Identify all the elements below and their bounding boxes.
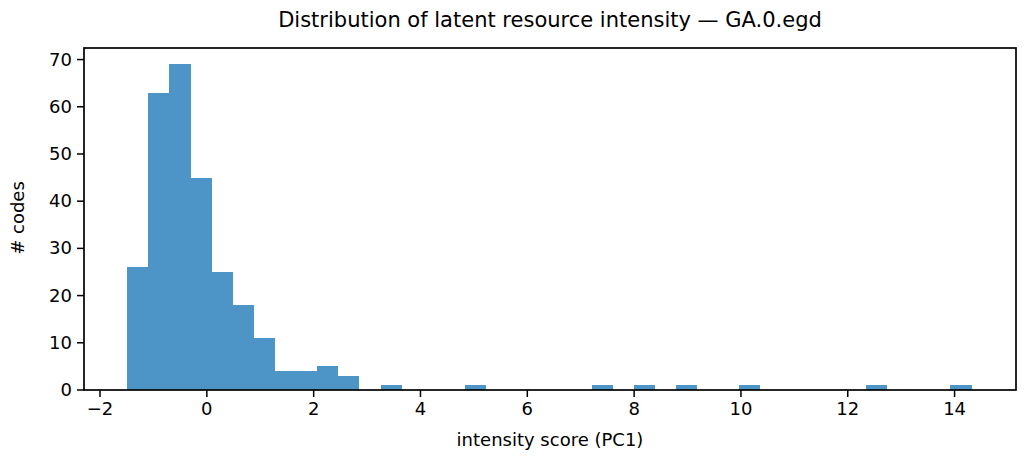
chart-title: Distribution of latent resource intensit…	[84, 8, 1016, 32]
histogram-bar	[127, 267, 148, 390]
y-tick-label: 0	[61, 379, 72, 400]
histogram-bar	[233, 305, 254, 390]
y-tick-label: 50	[49, 143, 72, 164]
y-axis-label: # codes	[7, 181, 28, 255]
x-tick-label: −2	[87, 398, 114, 419]
y-tick-label: 10	[49, 332, 72, 353]
histogram-chart: −2 0 2 4 6 8 10 12 14 0 10 20 30 40 50 60 70	[0, 0, 1029, 470]
histogram-bar	[212, 272, 233, 390]
histogram-bar	[148, 93, 169, 390]
x-tick-label: 8	[628, 398, 639, 419]
x-tick-label: 6	[522, 398, 533, 419]
x-tick-label: 4	[415, 398, 426, 419]
x-tick-label: 0	[201, 398, 212, 419]
x-tick-label: 14	[943, 398, 966, 419]
histogram-bar	[338, 376, 359, 390]
y-tick-label: 20	[49, 285, 72, 306]
histogram-bar	[191, 178, 212, 390]
y-tick-label: 70	[49, 49, 72, 70]
histogram-bar	[169, 64, 190, 390]
histogram-bar	[317, 366, 338, 390]
histogram-bar	[254, 338, 275, 390]
x-tick-label: 10	[729, 398, 752, 419]
histogram-bar	[275, 371, 296, 390]
y-tick-label: 60	[49, 96, 72, 117]
x-tick-label: 12	[836, 398, 859, 419]
histogram-bar	[296, 371, 317, 390]
x-tick-label: 2	[308, 398, 319, 419]
y-tick-label: 40	[49, 190, 72, 211]
y-tick-label: 30	[49, 237, 72, 258]
figure: −2 0 2 4 6 8 10 12 14 0 10 20 30 40 50 60 70 Distributio…	[0, 0, 1029, 470]
x-axis-label: intensity score (PC1)	[84, 429, 1016, 450]
